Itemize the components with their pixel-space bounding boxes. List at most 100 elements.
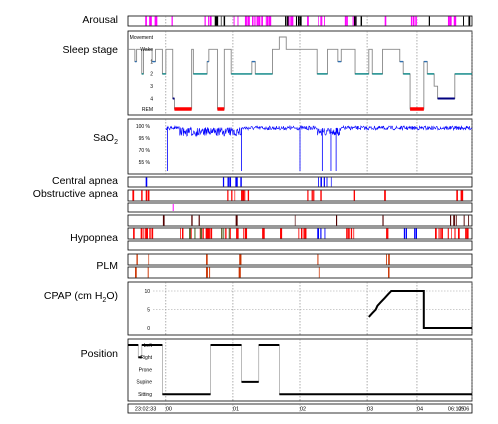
arousal-black-mark <box>354 16 356 26</box>
obstructive-apnea-mark <box>461 190 464 201</box>
obstructive-apnea-mark <box>141 190 143 201</box>
arousal-black-mark <box>360 16 363 26</box>
time-tick-label: 01 <box>233 407 239 413</box>
arousal-mark <box>410 16 413 26</box>
arousal-black-mark <box>216 16 219 26</box>
hypopnea-mark <box>454 228 456 239</box>
arousal-mark <box>385 16 387 26</box>
hypopnea-blue-mark <box>320 228 322 239</box>
cpap-tick: 10 <box>144 289 150 295</box>
arousal-mark <box>233 16 235 26</box>
hypopnea-mark <box>151 228 154 239</box>
hypopnea-dark-mark <box>336 215 338 226</box>
central-apnea-track <box>127 176 473 188</box>
hypopnea-label: Hypopnea <box>70 232 118 244</box>
hypopnea-blue-mark <box>405 228 407 239</box>
hypopnea-mark <box>466 228 469 239</box>
arousal-mark <box>248 16 250 26</box>
obstructive-apnea-mark <box>145 190 148 201</box>
plm-mark <box>209 267 211 278</box>
arousal-mark <box>324 16 325 26</box>
hypopnea-green-mark <box>200 228 203 239</box>
hypopnea-blue-mark <box>324 228 326 239</box>
arousal-mark <box>237 16 239 26</box>
position-tick: Right <box>140 355 152 361</box>
hypopnea-dark-mark <box>235 215 238 226</box>
time-tick-label: 04 <box>417 407 423 413</box>
plm-mark <box>318 267 320 278</box>
obstructive-apnea-mark <box>241 190 243 201</box>
hypopnea-mark <box>244 228 247 239</box>
hypopnea-track-2 <box>127 227 473 240</box>
hypopnea-green-mark <box>221 228 223 239</box>
central-apnea-mark <box>320 177 322 187</box>
arousal-black-mark <box>295 16 298 26</box>
arousal-mark <box>155 16 157 26</box>
hypopnea-mark <box>447 228 449 239</box>
central-apnea-mark <box>229 177 232 187</box>
hypopnea-mark <box>210 228 212 239</box>
arousal-mark <box>266 16 269 26</box>
hypopnea-mark <box>454 228 456 239</box>
central-apnea-mark <box>235 177 237 187</box>
hypopnea-mark <box>225 228 227 239</box>
arousal-mark <box>291 16 294 26</box>
hypopnea-mark <box>262 228 264 239</box>
hypopnea-blue-mark <box>317 228 320 239</box>
hypopnea-mark <box>202 228 204 239</box>
arousal-mark <box>291 16 293 26</box>
plm-mark <box>206 254 207 265</box>
hypopnea-dark-mark <box>294 215 296 226</box>
arousal-black-mark <box>287 16 289 26</box>
position-tick: Prone <box>139 367 153 373</box>
obstructive-apnea-mark <box>231 190 233 201</box>
hypopnea-mark <box>351 228 352 239</box>
sleep-stage-tick: REM <box>142 107 153 113</box>
cpap-tick: 0 <box>147 326 150 332</box>
arousal-mark <box>145 16 147 26</box>
hypopnea-mark <box>263 228 265 239</box>
hypopnea-mark <box>210 228 213 239</box>
cpap-tick: 5 <box>147 307 150 313</box>
time-tick-label: 06:12:06 <box>448 407 469 413</box>
arousal-mark <box>454 16 457 26</box>
plm-mark <box>135 267 137 278</box>
arousal-mark <box>210 16 212 26</box>
cpap-trace <box>368 290 472 329</box>
obstructive-apnea-track-2 <box>127 202 473 213</box>
arousal-mark <box>149 16 151 26</box>
central-apnea-mark <box>323 177 325 187</box>
hypopnea-mark <box>457 228 460 239</box>
arousal-mark <box>258 16 261 26</box>
hypopnea-green-mark <box>189 228 191 239</box>
hypopnea-mark <box>243 228 245 239</box>
obstructive-apnea-mark <box>244 190 246 201</box>
hypopnea-dark-mark <box>382 215 384 226</box>
hypopnea-dark-mark <box>468 215 470 226</box>
hypopnea-dark-mark <box>455 215 457 226</box>
plm-mark <box>206 254 208 265</box>
obstructive-apnea-mark <box>234 190 236 201</box>
arousal-mark <box>252 16 254 26</box>
sao2-label: SaO2 <box>93 132 118 147</box>
hypopnea-track-1 <box>127 214 473 227</box>
hypopnea-mark <box>133 228 135 239</box>
arousal-mark <box>307 16 309 26</box>
obstructive-apnea-mark <box>311 190 313 201</box>
hypopnea-blue-mark <box>415 228 417 239</box>
hypopnea-mark <box>348 228 350 239</box>
hypopnea-mark <box>346 228 348 239</box>
plm-mark <box>239 254 242 265</box>
plm-track-1 <box>127 253 473 266</box>
hypopnea-mark <box>143 228 145 239</box>
arousal-mark <box>254 16 256 26</box>
arousal-mark <box>244 16 247 26</box>
arousal-mark <box>288 16 290 26</box>
arousal-mark <box>204 16 206 26</box>
arousal-mark <box>208 16 210 26</box>
hypopnea-mark <box>451 228 452 239</box>
central-apnea-mark <box>330 177 332 187</box>
arousal-black-mark <box>285 16 287 26</box>
central-apnea-mark <box>222 177 225 187</box>
